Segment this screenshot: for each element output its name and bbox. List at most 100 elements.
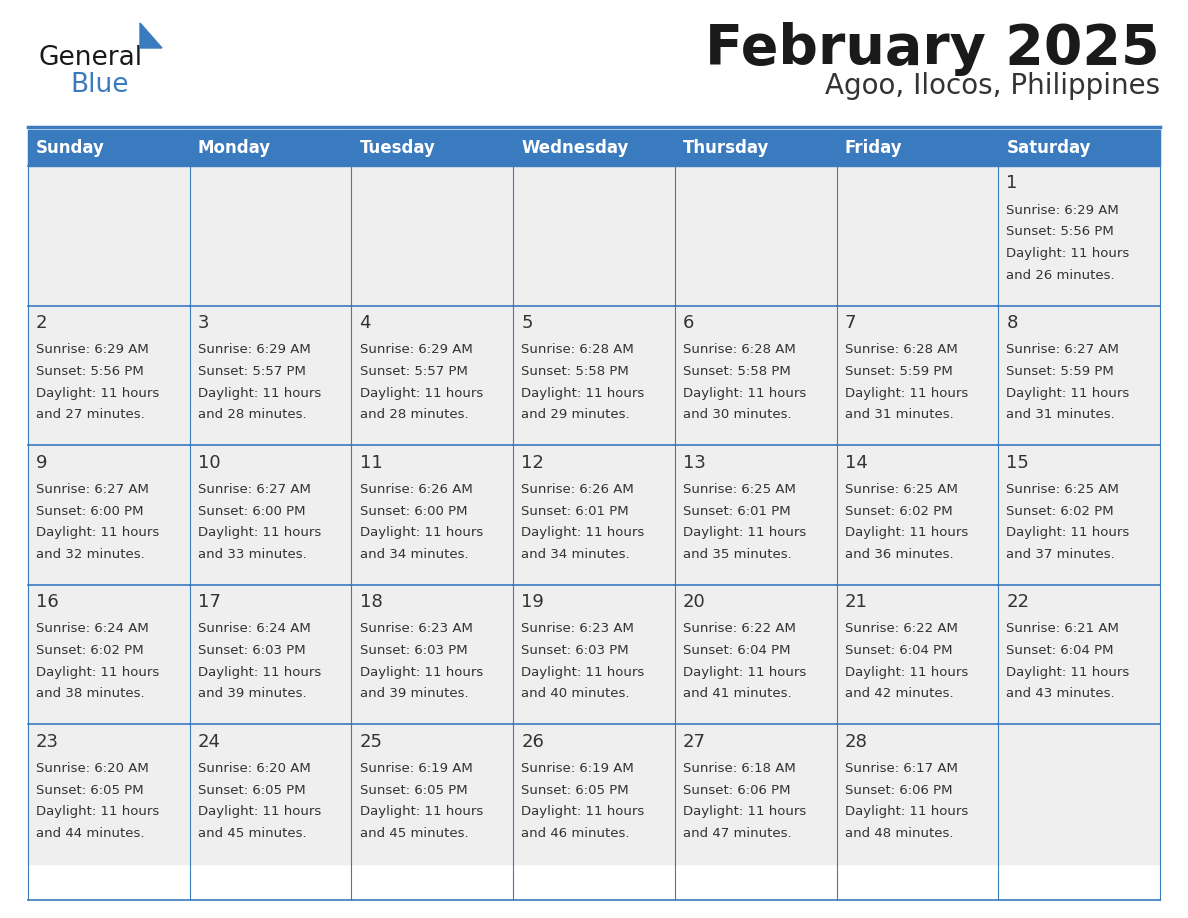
Text: 19: 19 xyxy=(522,593,544,611)
Text: Sunset: 6:04 PM: Sunset: 6:04 PM xyxy=(683,644,790,657)
Text: 8: 8 xyxy=(1006,314,1018,332)
Text: 25: 25 xyxy=(360,733,383,751)
Text: Sunrise: 6:19 AM: Sunrise: 6:19 AM xyxy=(360,762,473,775)
Text: Sunset: 5:59 PM: Sunset: 5:59 PM xyxy=(1006,365,1114,378)
Text: 23: 23 xyxy=(36,733,59,751)
Text: February 2025: February 2025 xyxy=(706,22,1159,76)
Text: and 39 minutes.: and 39 minutes. xyxy=(360,688,468,700)
Text: and 44 minutes.: and 44 minutes. xyxy=(36,827,145,840)
Text: Sunrise: 6:28 AM: Sunrise: 6:28 AM xyxy=(522,343,634,356)
Bar xyxy=(675,724,836,864)
Text: Sunrise: 6:17 AM: Sunrise: 6:17 AM xyxy=(845,762,958,775)
Text: Sunset: 5:56 PM: Sunset: 5:56 PM xyxy=(36,365,144,378)
Text: Daylight: 11 hours: Daylight: 11 hours xyxy=(683,805,807,818)
Text: General: General xyxy=(38,45,143,71)
Bar xyxy=(513,445,675,585)
Text: Sunrise: 6:29 AM: Sunrise: 6:29 AM xyxy=(197,343,310,356)
Text: Sunset: 5:57 PM: Sunset: 5:57 PM xyxy=(360,365,467,378)
Text: 27: 27 xyxy=(683,733,706,751)
Text: and 45 minutes.: and 45 minutes. xyxy=(360,827,468,840)
Text: Wednesday: Wednesday xyxy=(522,139,628,157)
Bar xyxy=(675,306,836,445)
Text: Sunrise: 6:26 AM: Sunrise: 6:26 AM xyxy=(360,483,473,496)
Text: Sunset: 6:02 PM: Sunset: 6:02 PM xyxy=(845,505,953,518)
Text: 15: 15 xyxy=(1006,453,1029,472)
Text: and 47 minutes.: and 47 minutes. xyxy=(683,827,791,840)
Text: and 26 minutes.: and 26 minutes. xyxy=(1006,269,1116,282)
Text: and 29 minutes.: and 29 minutes. xyxy=(522,409,630,421)
Text: Monday: Monday xyxy=(197,139,271,157)
Bar xyxy=(352,130,513,166)
Text: Daylight: 11 hours: Daylight: 11 hours xyxy=(845,666,968,678)
Text: 11: 11 xyxy=(360,453,383,472)
Text: Daylight: 11 hours: Daylight: 11 hours xyxy=(36,526,159,539)
Text: Daylight: 11 hours: Daylight: 11 hours xyxy=(360,666,482,678)
Text: 2: 2 xyxy=(36,314,48,332)
Text: and 33 minutes.: and 33 minutes. xyxy=(197,548,307,561)
Text: Agoo, Ilocos, Philippines: Agoo, Ilocos, Philippines xyxy=(824,72,1159,100)
Bar xyxy=(998,130,1159,166)
Text: 10: 10 xyxy=(197,453,221,472)
Text: Daylight: 11 hours: Daylight: 11 hours xyxy=(1006,386,1130,399)
Text: Sunset: 6:05 PM: Sunset: 6:05 PM xyxy=(360,784,467,797)
Text: Sunset: 6:06 PM: Sunset: 6:06 PM xyxy=(845,784,952,797)
Text: Daylight: 11 hours: Daylight: 11 hours xyxy=(1006,666,1130,678)
Bar xyxy=(29,585,190,724)
Text: Sunrise: 6:26 AM: Sunrise: 6:26 AM xyxy=(522,483,634,496)
Text: Sunrise: 6:25 AM: Sunrise: 6:25 AM xyxy=(845,483,958,496)
Text: Sunrise: 6:20 AM: Sunrise: 6:20 AM xyxy=(197,762,310,775)
Bar xyxy=(190,585,352,724)
Text: Daylight: 11 hours: Daylight: 11 hours xyxy=(36,386,159,399)
Bar xyxy=(836,585,998,724)
Text: and 30 minutes.: and 30 minutes. xyxy=(683,409,791,421)
Text: Sunrise: 6:28 AM: Sunrise: 6:28 AM xyxy=(683,343,796,356)
Text: Sunrise: 6:29 AM: Sunrise: 6:29 AM xyxy=(360,343,473,356)
Text: Daylight: 11 hours: Daylight: 11 hours xyxy=(845,386,968,399)
Text: Tuesday: Tuesday xyxy=(360,139,435,157)
Text: Sunrise: 6:29 AM: Sunrise: 6:29 AM xyxy=(1006,204,1119,217)
Text: Sunset: 6:04 PM: Sunset: 6:04 PM xyxy=(1006,644,1114,657)
Text: and 32 minutes.: and 32 minutes. xyxy=(36,548,145,561)
Bar xyxy=(998,166,1159,306)
Text: Daylight: 11 hours: Daylight: 11 hours xyxy=(522,526,644,539)
Text: Daylight: 11 hours: Daylight: 11 hours xyxy=(36,805,159,818)
Text: and 45 minutes.: and 45 minutes. xyxy=(197,827,307,840)
Text: 26: 26 xyxy=(522,733,544,751)
Polygon shape xyxy=(140,23,162,48)
Text: Daylight: 11 hours: Daylight: 11 hours xyxy=(522,666,644,678)
Bar xyxy=(29,445,190,585)
Text: Daylight: 11 hours: Daylight: 11 hours xyxy=(683,526,807,539)
Bar xyxy=(836,166,998,306)
Text: Sunset: 5:58 PM: Sunset: 5:58 PM xyxy=(522,365,628,378)
Text: Sunrise: 6:23 AM: Sunrise: 6:23 AM xyxy=(522,622,634,635)
Text: and 48 minutes.: and 48 minutes. xyxy=(845,827,953,840)
Text: and 31 minutes.: and 31 minutes. xyxy=(1006,409,1116,421)
Text: Sunset: 5:59 PM: Sunset: 5:59 PM xyxy=(845,365,953,378)
Text: and 41 minutes.: and 41 minutes. xyxy=(683,688,791,700)
Text: Sunday: Sunday xyxy=(36,139,105,157)
Bar xyxy=(513,306,675,445)
Text: Daylight: 11 hours: Daylight: 11 hours xyxy=(360,805,482,818)
Text: 22: 22 xyxy=(1006,593,1029,611)
Text: Sunset: 6:05 PM: Sunset: 6:05 PM xyxy=(522,784,628,797)
Bar xyxy=(836,306,998,445)
Text: and 39 minutes.: and 39 minutes. xyxy=(197,688,307,700)
Bar xyxy=(675,130,836,166)
Text: Daylight: 11 hours: Daylight: 11 hours xyxy=(1006,526,1130,539)
Bar xyxy=(190,724,352,864)
Text: 1: 1 xyxy=(1006,174,1018,193)
Text: Sunset: 6:03 PM: Sunset: 6:03 PM xyxy=(522,644,628,657)
Text: Sunset: 5:58 PM: Sunset: 5:58 PM xyxy=(683,365,791,378)
Text: and 38 minutes.: and 38 minutes. xyxy=(36,688,145,700)
Text: Sunrise: 6:28 AM: Sunrise: 6:28 AM xyxy=(845,343,958,356)
Text: and 36 minutes.: and 36 minutes. xyxy=(845,548,953,561)
Bar xyxy=(352,724,513,864)
Text: and 40 minutes.: and 40 minutes. xyxy=(522,688,630,700)
Bar xyxy=(190,445,352,585)
Text: 12: 12 xyxy=(522,453,544,472)
Bar xyxy=(190,306,352,445)
Text: Daylight: 11 hours: Daylight: 11 hours xyxy=(197,805,321,818)
Text: Thursday: Thursday xyxy=(683,139,770,157)
Text: and 34 minutes.: and 34 minutes. xyxy=(522,548,630,561)
Text: 6: 6 xyxy=(683,314,694,332)
